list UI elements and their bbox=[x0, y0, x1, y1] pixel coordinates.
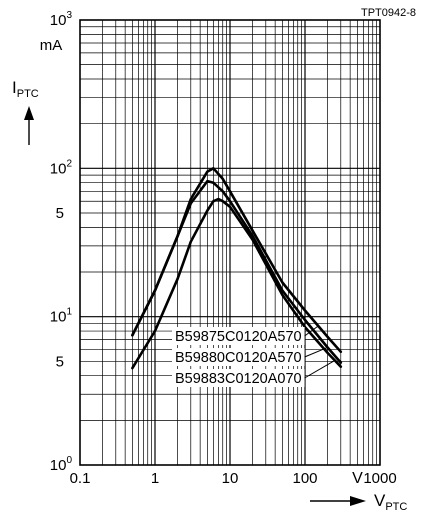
legend-label-1: B59875C0120A570 bbox=[175, 329, 302, 345]
y-tick-exponent: 0 bbox=[66, 455, 72, 466]
series-line-3 bbox=[131, 197, 343, 370]
y-tick-base: 10 bbox=[50, 457, 67, 474]
y-axis-subscript: PTC bbox=[17, 88, 39, 100]
x-axis-title: VPTC bbox=[374, 491, 407, 513]
y-axis-title: IPTC bbox=[12, 78, 39, 100]
x-tick-label: 100 bbox=[292, 470, 317, 487]
y-tick-label: 100 bbox=[50, 455, 73, 474]
series-layer bbox=[131, 167, 343, 370]
legend-label-bg bbox=[172, 369, 305, 387]
y-tick-base: 10 bbox=[50, 12, 67, 29]
y-tick-exponent: 2 bbox=[66, 158, 72, 169]
x-tick-label: 1000 bbox=[363, 470, 396, 487]
y-tick-label: 103 bbox=[50, 10, 73, 29]
x-tick-label: 1 bbox=[151, 470, 159, 487]
y-minor-tick-label: 5 bbox=[56, 353, 64, 370]
legend-label-bg bbox=[172, 327, 305, 345]
y-minor-tick-label: 5 bbox=[56, 205, 64, 222]
legend-label-3: B59883C0120A070 bbox=[175, 371, 302, 387]
y-axis-symbol: I bbox=[12, 78, 17, 97]
legend-leader-line bbox=[304, 325, 319, 337]
series-line-2 bbox=[131, 179, 343, 364]
y-tick-base: 10 bbox=[50, 160, 67, 177]
legend-label-2: B59880C0120A570 bbox=[175, 350, 302, 366]
y-axis-arrow-head bbox=[24, 106, 34, 120]
plot-frame bbox=[79, 19, 381, 466]
y-tick-label: 102 bbox=[50, 158, 73, 177]
x-axis-subscript: PTC bbox=[385, 501, 407, 513]
x-axis-arrow-head bbox=[350, 496, 366, 506]
legend-leader-line bbox=[304, 347, 328, 358]
y-tick-label: 101 bbox=[50, 307, 73, 326]
legend: B59875C0120A570 B59880C0120A570 B59883C012… bbox=[172, 325, 336, 387]
grid bbox=[80, 20, 380, 465]
x-unit-label: V bbox=[352, 470, 363, 487]
y-tick-exponent: 3 bbox=[66, 10, 72, 21]
y-unit-label: mA bbox=[40, 37, 63, 54]
x-tick-label: 10 bbox=[222, 470, 239, 487]
figure-code: TPT0942-8 bbox=[361, 7, 416, 19]
legend-leader-line bbox=[304, 360, 336, 379]
x-tick-label: 0.1 bbox=[70, 470, 91, 487]
x-axis-symbol: V bbox=[374, 491, 386, 510]
y-tick-exponent: 1 bbox=[66, 307, 72, 318]
legend-label-bg bbox=[172, 348, 305, 366]
y-tick-base: 10 bbox=[50, 309, 67, 326]
